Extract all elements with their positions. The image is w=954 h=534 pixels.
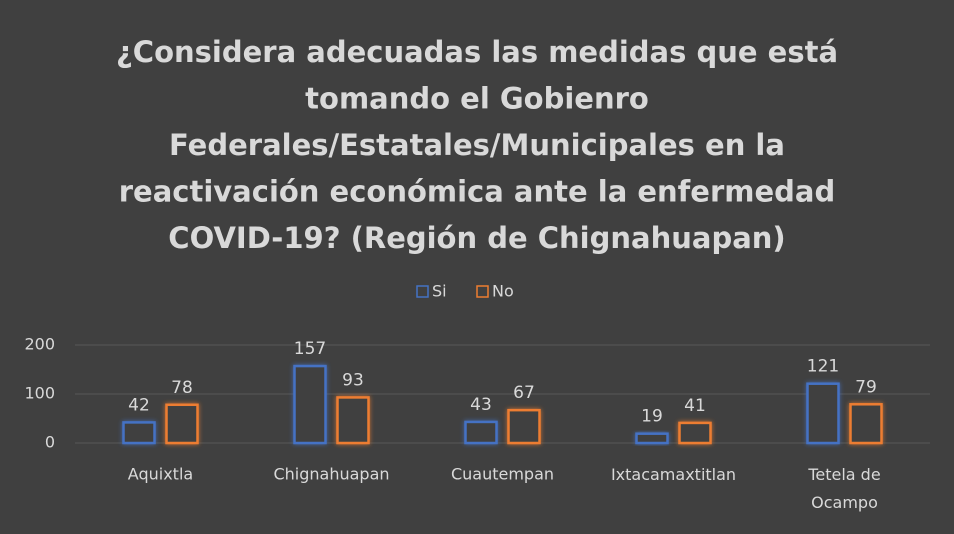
y-tick-label: 100: [24, 384, 55, 403]
legend-label: No: [492, 282, 514, 301]
x-tick-label: Cuautempan: [451, 465, 554, 484]
bar: [165, 403, 199, 445]
x-tick-label: Ixtacamaxtitlan: [611, 465, 736, 484]
bar: [849, 403, 883, 445]
data-label: 79: [855, 377, 877, 397]
x-tick-label: Aquixtla: [128, 465, 193, 484]
y-tick-label: 200: [24, 335, 55, 354]
bar: [293, 364, 327, 445]
data-label: 42: [128, 395, 150, 415]
bar: [678, 421, 712, 445]
bar: [507, 408, 541, 445]
data-label: 43: [470, 395, 492, 415]
x-tick-label-line: Tetela de: [807, 465, 880, 484]
legend-label: Si: [432, 282, 447, 301]
data-label: 19: [641, 407, 663, 427]
bar: [336, 396, 370, 445]
data-label: 121: [807, 357, 839, 377]
x-tick-label: Tetela de Ocampo: [807, 465, 880, 512]
y-tick-label: 0: [45, 433, 55, 452]
bar: [806, 382, 840, 445]
bar: [635, 432, 669, 445]
data-label: 93: [342, 370, 364, 390]
bar: [122, 421, 156, 445]
legend-swatch: [476, 285, 489, 298]
chart-title: reactivación económica ante la enfermeda…: [119, 175, 836, 209]
data-label: 41: [684, 396, 706, 416]
data-label: 157: [294, 339, 326, 359]
x-tick-label-line: Ixtacamaxtitlan: [611, 465, 736, 484]
chart-title: ¿Considera adecuadas las medidas que est…: [116, 35, 838, 69]
chart-title: tomando el Gobienro: [305, 82, 649, 116]
chart-title: Federales/Estatales/Municipales en la: [169, 128, 785, 162]
data-label: 78: [171, 378, 193, 398]
data-label: 67: [513, 383, 535, 403]
x-tick-label-line: Ocampo: [811, 493, 878, 512]
x-tick-label: Chignahuapan: [273, 465, 389, 484]
bar: [464, 420, 498, 445]
chart-title: COVID-19? (Región de Chignahuapan): [168, 221, 785, 255]
legend-swatch: [416, 285, 429, 298]
